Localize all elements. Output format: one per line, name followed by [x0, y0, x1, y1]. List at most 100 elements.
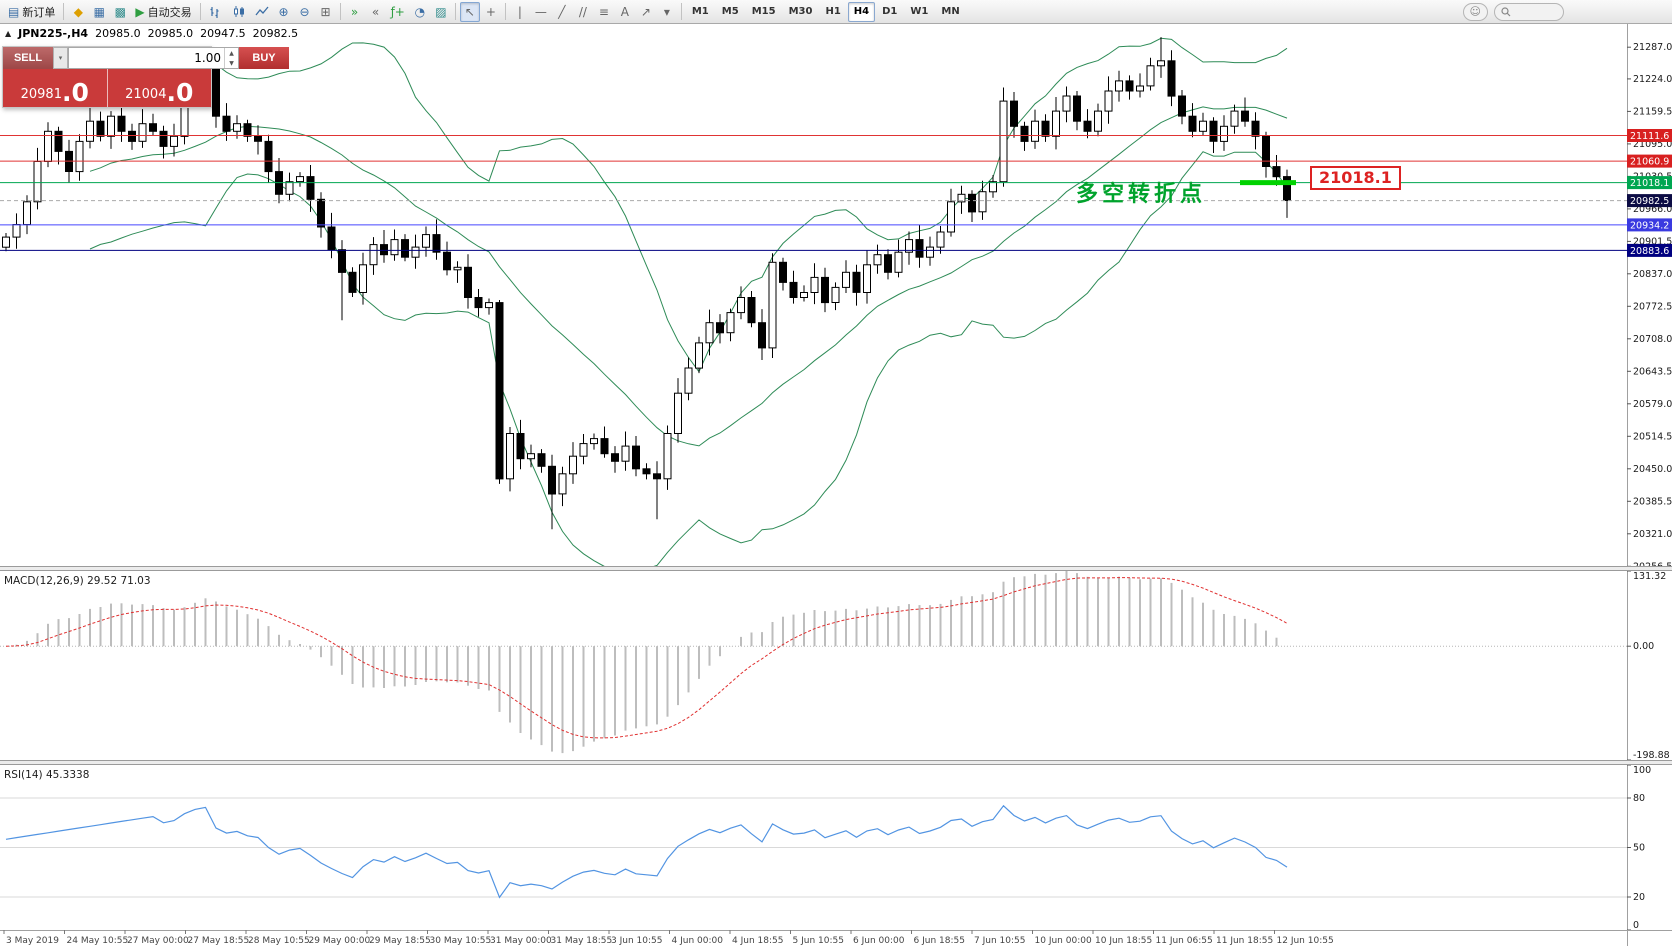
- buy-price-pips: .0: [166, 77, 194, 107]
- low-value: 20947.5: [200, 27, 246, 40]
- svg-text:131.32: 131.32: [1633, 571, 1666, 582]
- svg-text:29 May 18:55: 29 May 18:55: [369, 936, 431, 946]
- fibonacci-tool-button[interactable]: ≡: [594, 2, 614, 22]
- price-badge-21018.1: 21018.1: [1627, 176, 1672, 190]
- svg-text:4 Jun 18:55: 4 Jun 18:55: [732, 936, 783, 946]
- price-badge-20934.2: 20934.2: [1627, 218, 1672, 232]
- cursor-button[interactable]: ↖: [459, 1, 480, 22]
- svg-text:5 Jun 10:55: 5 Jun 10:55: [793, 936, 844, 946]
- templates-icon: ▨: [435, 4, 447, 19]
- rsi-label: RSI(14) 45.3338: [4, 769, 90, 781]
- timeframe-m5-button[interactable]: M5: [716, 2, 745, 22]
- volume-up-icon[interactable]: ▲: [229, 49, 234, 57]
- price-badge-21060.9: 21060.9: [1627, 154, 1672, 168]
- main-pane[interactable]: [0, 37, 1627, 573]
- macd-pane[interactable]: [0, 571, 1627, 754]
- market-button[interactable]: ▩: [110, 2, 130, 22]
- bar-chart-button[interactable]: [205, 2, 227, 22]
- toolbar-separator: [63, 3, 65, 20]
- svg-text:20901.5: 20901.5: [1633, 236, 1672, 247]
- svg-text:20772.5: 20772.5: [1633, 301, 1672, 312]
- toolbar-separator: [199, 3, 201, 20]
- svg-text:10 Jun 18:55: 10 Jun 18:55: [1095, 936, 1152, 946]
- turning-point-annotation[interactable]: 多空转折点: [1076, 182, 1207, 207]
- horizontal-line-tool-button[interactable]: —: [531, 2, 551, 22]
- svg-text:20514.5: 20514.5: [1633, 431, 1672, 442]
- volume-input[interactable]: [69, 48, 224, 68]
- timeframe-mn-button[interactable]: MN: [935, 2, 965, 22]
- toolbar-separator: [339, 3, 341, 20]
- zoom-out-icon: ⊖: [299, 4, 310, 19]
- svg-text:6 Jun 00:00: 6 Jun 00:00: [853, 936, 905, 946]
- candlestick-chart-button[interactable]: [228, 2, 250, 22]
- trade-panel-toggle[interactable]: ▲: [5, 29, 12, 38]
- svg-text:0: 0: [1633, 920, 1639, 931]
- buy-price[interactable]: 21004 .0: [108, 69, 212, 107]
- time-axis[interactable]: [0, 930, 1628, 946]
- text-tool-button[interactable]: A: [615, 2, 635, 22]
- volume-down-icon[interactable]: ▼: [229, 59, 234, 67]
- autotrading-play-icon: ▶: [135, 4, 145, 19]
- volume-preset-dropdown[interactable]: ▾: [53, 47, 68, 69]
- volume-stepper[interactable]: ▲ ▼: [224, 48, 238, 68]
- timeframe-group: M1 M5 M15 M30 H1 H4 D1 W1 MN: [686, 1, 966, 22]
- periods-button[interactable]: ◔: [410, 2, 430, 22]
- svg-text:12 Jun 10:55: 12 Jun 10:55: [1277, 936, 1334, 946]
- svg-text:31 May 00:00: 31 May 00:00: [490, 936, 552, 946]
- crosshair-button[interactable]: +: [481, 2, 501, 22]
- arrow-tool-button[interactable]: ↗: [636, 2, 656, 22]
- pane-splitter-rsi[interactable]: [0, 760, 1672, 765]
- trendline-tool-button[interactable]: ╱: [552, 2, 572, 22]
- main-toolbar: ▤ 新订单 ◆ ▦ ▩ ▶ 自动交易 ⊕ ⊖ ⊞ » « ƒ+ ◔ ▨ ↖ + …: [0, 0, 1672, 24]
- charts-button[interactable]: ▦: [89, 2, 109, 22]
- price-badge-21111.6: 21111.6: [1627, 129, 1672, 142]
- rsi-line: [5, 804, 1288, 899]
- pane-splitter-macd[interactable]: [0, 566, 1672, 571]
- rsi-pane[interactable]: [0, 797, 1627, 899]
- line-chart-button[interactable]: [251, 2, 273, 22]
- one-click-trade-panel: SELL ▾ ▲▼ BUY 20981 .0 21004 .0: [2, 46, 289, 108]
- sell-button[interactable]: SELL: [3, 47, 53, 69]
- svg-text:20883.6: 20883.6: [1630, 246, 1669, 257]
- svg-text:11 Jun 06:55: 11 Jun 06:55: [1156, 936, 1213, 946]
- chart-shift-button[interactable]: «: [366, 2, 386, 22]
- symbol-period-label: JPN225-,H4: [18, 27, 89, 40]
- svg-text:3 May 2019: 3 May 2019: [6, 936, 59, 946]
- zoom-out-button[interactable]: ⊖: [295, 2, 315, 22]
- timeframe-m15-button[interactable]: M15: [746, 2, 782, 22]
- timeframe-d1-button[interactable]: D1: [876, 2, 903, 22]
- svg-text:0.00: 0.00: [1633, 641, 1654, 652]
- mql5-button[interactable]: ◆: [68, 2, 88, 22]
- timeframe-h1-button[interactable]: H1: [819, 2, 846, 22]
- svg-text:21224.0: 21224.0: [1633, 74, 1672, 85]
- zoom-in-button[interactable]: ⊕: [274, 2, 294, 22]
- indicators-button[interactable]: ƒ+: [387, 2, 409, 22]
- community-button[interactable]: ☺: [1462, 2, 1488, 21]
- buy-button[interactable]: BUY: [239, 47, 289, 69]
- search-box[interactable]: [1494, 2, 1564, 21]
- more-tools-button[interactable]: ▾: [657, 2, 677, 22]
- svg-text:100: 100: [1633, 765, 1651, 776]
- templates-button[interactable]: ▨: [431, 2, 451, 22]
- chart-canvas[interactable]: 21287.021224.021159.521095.021030.520966…: [0, 24, 1672, 946]
- timeframe-h4-button[interactable]: H4: [847, 1, 876, 22]
- svg-text:11 Jun 18:55: 11 Jun 18:55: [1216, 936, 1273, 946]
- candlestick-series: [2, 37, 1291, 530]
- timeframe-w1-button[interactable]: W1: [904, 2, 934, 22]
- svg-text:21060.9: 21060.9: [1630, 157, 1669, 168]
- chart-window[interactable]: 21287.021224.021159.521095.021030.520966…: [0, 24, 1672, 946]
- vertical-line-tool-button[interactable]: |: [510, 2, 530, 22]
- sell-price[interactable]: 20981 .0: [3, 69, 108, 107]
- price-scale[interactable]: [1628, 24, 1672, 930]
- timeframe-m30-button[interactable]: M30: [783, 2, 819, 22]
- autoscroll-button[interactable]: »: [345, 2, 365, 22]
- timeframe-m1-button[interactable]: M1: [686, 2, 715, 22]
- price-callout[interactable]: 21018.1: [1310, 166, 1401, 190]
- new-order-button[interactable]: ▤ 新订单: [4, 2, 59, 22]
- svg-text:7 Jun 10:55: 7 Jun 10:55: [974, 936, 1025, 946]
- chart-shift-icon: «: [371, 4, 380, 19]
- autotrading-button[interactable]: ▶ 自动交易: [131, 2, 195, 22]
- channel-tool-button[interactable]: //: [573, 2, 593, 22]
- tile-windows-button[interactable]: ⊞: [316, 2, 336, 22]
